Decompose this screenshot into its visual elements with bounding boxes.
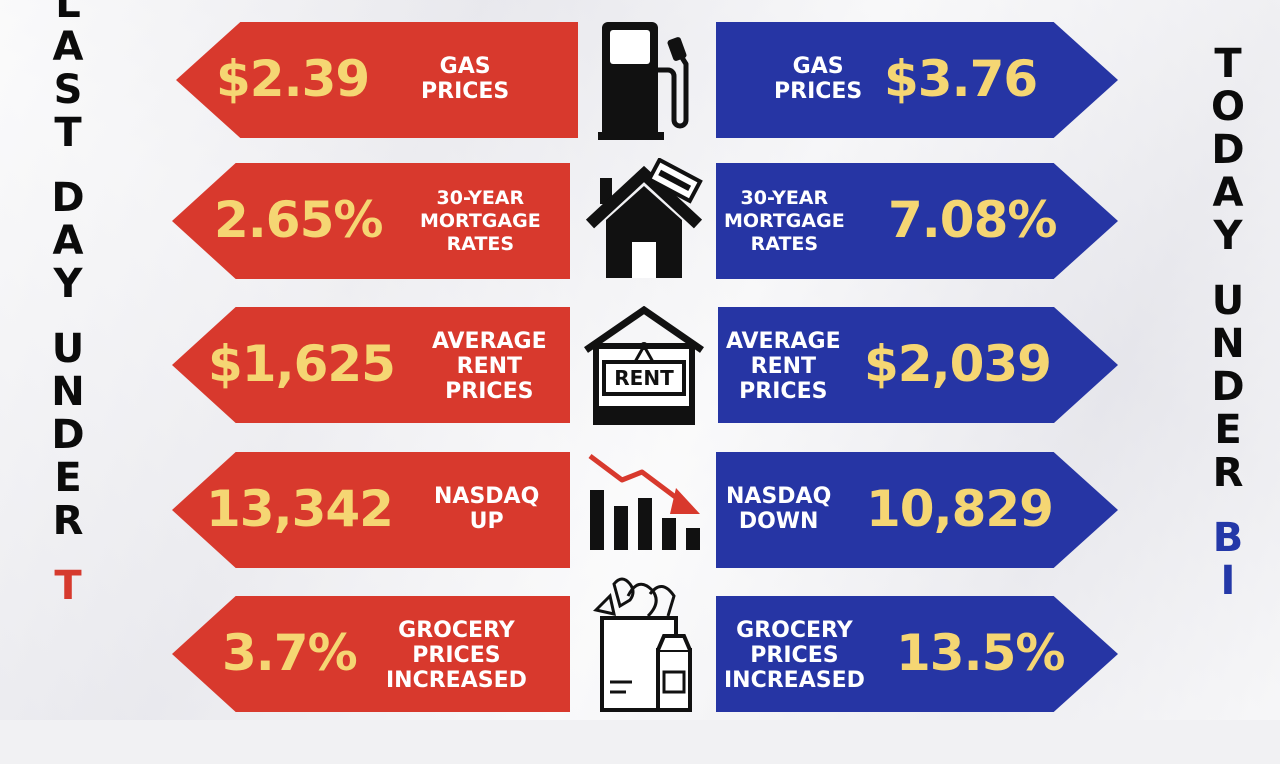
letter: Y [1213, 213, 1243, 259]
right-label: GROCERY PRICES INCREASED [724, 618, 865, 693]
label-line: GROCERY [398, 618, 515, 643]
label-line: NASDAQ [434, 484, 540, 509]
label-line: 30-YEAR [436, 187, 525, 209]
letter: L [55, 0, 81, 27]
letter: D [51, 412, 85, 458]
left-label: GAS PRICES [421, 54, 509, 104]
label-line: PRICES [421, 79, 510, 104]
letter: D [51, 175, 85, 221]
right-label: 30-YEAR MORTGAGE RATES [724, 187, 845, 256]
label-line: GAS [439, 54, 491, 79]
house-mortgage-icon [585, 158, 703, 278]
letter: B [1212, 515, 1244, 561]
left-value: 13,342 [206, 480, 394, 538]
right-value: $3.76 [884, 50, 1038, 108]
declining-chart-icon [588, 454, 700, 550]
right-word-bi: B I [1213, 518, 1244, 604]
right-value: 10,829 [866, 480, 1054, 538]
right-value: 7.08% [888, 191, 1057, 249]
row-nasdaq-right-banner: NASDAQ DOWN 10,829 [716, 452, 1118, 568]
rent-sign-text: RENT [614, 366, 674, 390]
right-word-under: U N D E R [1211, 281, 1244, 496]
letter: D [1211, 127, 1245, 173]
letter: E [1214, 407, 1242, 453]
right-value: $2,039 [864, 335, 1052, 393]
left-word-day: D A Y [51, 178, 84, 307]
label-line: RATES [750, 233, 819, 255]
letter: S [53, 67, 83, 113]
label-line: UP [469, 509, 504, 534]
label-line: PRICES [412, 643, 501, 668]
letter: T [1214, 44, 1242, 87]
right-word-today: T O D A Y [1211, 44, 1245, 259]
letter: A [52, 24, 84, 70]
row-mortgage-right-banner: 30-YEAR MORTGAGE RATES 7.08% [716, 163, 1118, 279]
left-value: $2.39 [216, 50, 370, 108]
right-vertical-title: T O D A Y U N D E R B I [1188, 44, 1268, 764]
letter: T [54, 110, 82, 156]
label-line: PRICES [445, 379, 534, 404]
grocery-bag-icon [593, 577, 692, 712]
row-mortgage-left-banner: 2.65% 30-YEAR MORTGAGE RATES [172, 163, 570, 279]
letter: N [1211, 321, 1245, 367]
left-value: 2.65% [214, 191, 383, 249]
letter: Y [53, 261, 83, 307]
row-rent-left-banner: $1,625 AVERAGE RENT PRICES [172, 307, 570, 423]
letter: R [1212, 450, 1244, 496]
label-line: AVERAGE [726, 329, 841, 354]
right-label: AVERAGE RENT PRICES [726, 329, 841, 404]
label-line: RATES [446, 233, 515, 255]
label-line: RENT [456, 354, 523, 379]
left-label: NASDAQ UP [434, 484, 539, 534]
label-line: MORTGAGE [420, 210, 541, 232]
letter: D [1211, 364, 1245, 410]
left-label: 30-YEAR MORTGAGE RATES [420, 187, 541, 256]
left-word-under: U N D E R [51, 329, 84, 544]
row-gas-left-banner: $2.39 GAS PRICES [176, 22, 578, 138]
label-line: INCREASED [386, 668, 527, 693]
row-rent-right-banner: AVERAGE RENT PRICES $2,039 [718, 307, 1118, 423]
gas-pump-icon [598, 22, 689, 140]
label-line: INCREASED [724, 668, 865, 693]
row-nasdaq-left-banner: 13,342 NASDAQ UP [172, 452, 570, 568]
label-line: GAS [792, 54, 844, 79]
letter: T [54, 563, 82, 609]
label-line: 30-YEAR [740, 187, 829, 209]
left-label: AVERAGE RENT PRICES [432, 329, 547, 404]
row-gas-right-banner: GAS PRICES $3.76 [716, 22, 1118, 138]
right-value: 13.5% [896, 624, 1065, 682]
letter: A [52, 218, 84, 264]
right-label: GAS PRICES [774, 54, 862, 104]
right-label: NASDAQ DOWN [726, 484, 831, 534]
row-grocery-left-banner: 3.7% GROCERY PRICES INCREASED [172, 596, 570, 712]
label-line: GROCERY [736, 618, 853, 643]
label-line: AVERAGE [432, 329, 547, 354]
letter: U [1211, 278, 1245, 324]
letter: U [51, 326, 85, 372]
left-value: 3.7% [222, 624, 358, 682]
label-line: DOWN [738, 509, 819, 534]
letter: N [51, 369, 85, 415]
left-vertical-title: L A S T D A Y U N D E R T [28, 0, 108, 704]
letter: O [1210, 84, 1245, 130]
letter: R [52, 498, 84, 544]
left-label: GROCERY PRICES INCREASED [386, 618, 527, 693]
left-word-last: L A S T [53, 0, 84, 156]
label-line: RENT [750, 354, 817, 379]
rent-sign-icon [584, 306, 704, 425]
label-line: MORTGAGE [724, 210, 845, 232]
left-value: $1,625 [208, 335, 396, 393]
label-line: PRICES [739, 379, 828, 404]
row-grocery-right-banner: GROCERY PRICES INCREASED 13.5% [716, 596, 1118, 712]
label-line: PRICES [774, 79, 863, 104]
letter: E [54, 455, 82, 501]
label-line: PRICES [750, 643, 839, 668]
letter: A [1212, 170, 1244, 216]
letter: I [1220, 558, 1236, 604]
left-word-t: T [54, 566, 81, 609]
label-line: NASDAQ [726, 484, 832, 509]
